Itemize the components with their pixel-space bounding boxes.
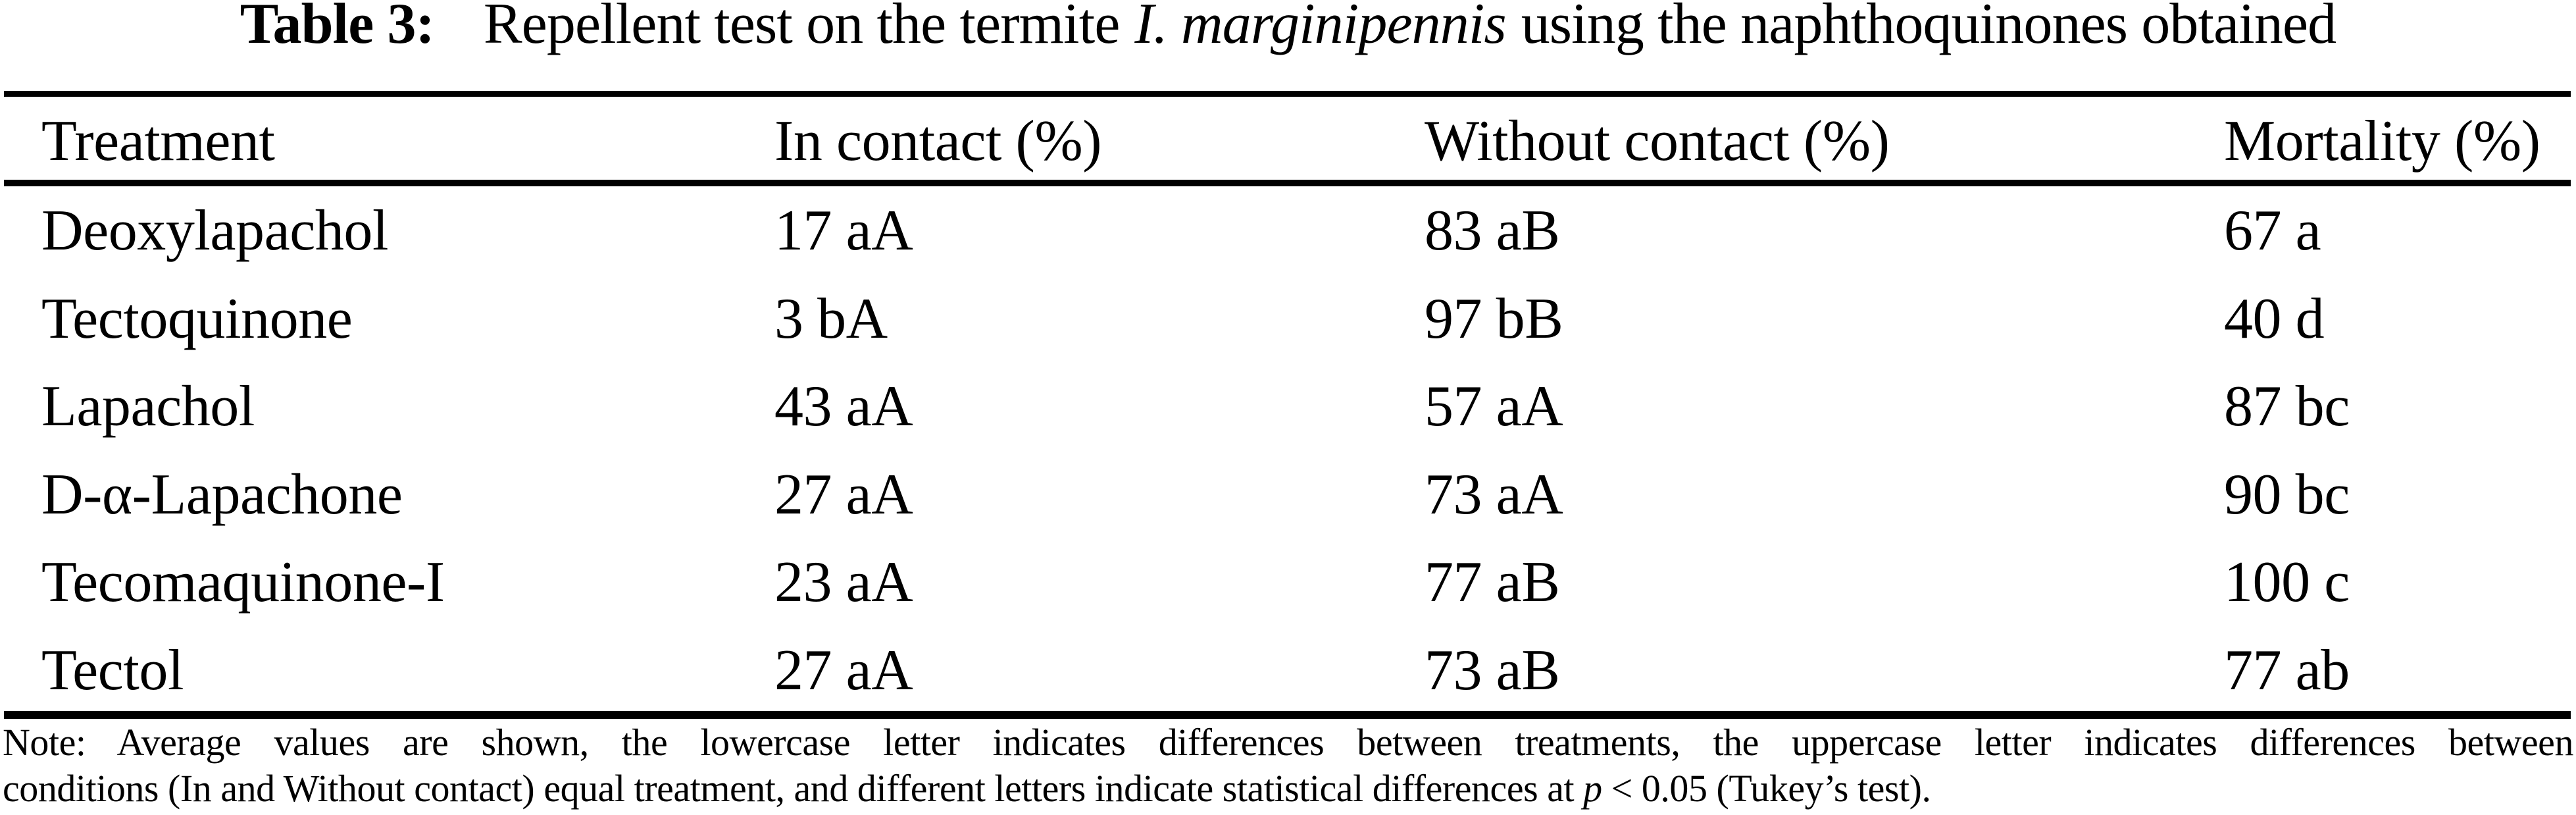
cell-treatment: D-α-Lapachone [41, 462, 403, 527]
cell-without-contact: 83 aB [1425, 199, 1560, 263]
cell-in-contact: 27 aA [774, 462, 913, 527]
table-bottom-rule [4, 711, 2571, 719]
caption-text-before-species: Repellent test on the termite [483, 0, 1121, 56]
cell-mortality: 90 bc [2224, 462, 2350, 527]
cell-mortality: 77 ab [2224, 638, 2350, 702]
note-line-1: Note: Average values are shown, the lowe… [3, 721, 2573, 764]
caption-text-after-species: using the naphthoquinones obtained [1521, 0, 2336, 56]
cell-treatment: Tecomaquinone-I [41, 550, 445, 615]
cell-in-contact: 27 aA [774, 638, 913, 702]
note-line-2-end: < 0.05 (Tukey’s test). [1611, 767, 1931, 810]
cell-mortality: 87 bc [2224, 375, 2350, 439]
caption-label: Table 3: [240, 0, 435, 56]
cell-treatment: Tectol [41, 638, 184, 702]
cell-mortality: 40 d [2224, 286, 2325, 351]
cell-without-contact: 73 aB [1425, 638, 1560, 702]
cell-mortality: 67 a [2224, 199, 2321, 263]
cell-in-contact: 3 bA [774, 286, 888, 351]
caption-species-italic: I. marginipennis [1134, 0, 1506, 56]
table-header-row: Treatment In contact (%) Without contact… [0, 113, 2576, 171]
table-note: Note: Average values are shown, the lowe… [3, 720, 2573, 812]
note-p-symbol: p [1583, 767, 1602, 810]
cell-in-contact: 23 aA [774, 550, 913, 615]
table-caption: Table 3: Repellent test on the termite I. … [0, 0, 2576, 57]
cell-in-contact: 17 aA [774, 199, 913, 263]
table-top-rule [4, 91, 2571, 97]
column-header-mortality: Mortality (%) [2224, 109, 2540, 173]
column-header-treatment: Treatment [41, 109, 275, 173]
cell-mortality: 100 c [2224, 550, 2350, 615]
column-header-without-contact: Without contact (%) [1425, 109, 1890, 173]
cell-in-contact: 43 aA [774, 375, 913, 439]
cell-without-contact: 97 bB [1425, 286, 1563, 351]
note-line-2-text: conditions (In and Without contact) equa… [3, 767, 1575, 810]
cell-treatment: Lapachol [41, 375, 255, 439]
cell-without-contact: 77 aB [1425, 550, 1560, 615]
note-line-2: conditions (In and Without contact) equa… [3, 766, 2573, 812]
table-header-rule [4, 180, 2571, 186]
cell-treatment: Deoxylapachol [41, 199, 388, 263]
cell-without-contact: 73 aA [1425, 462, 1563, 527]
cell-without-contact: 57 aA [1425, 375, 1563, 439]
column-header-in-contact: In contact (%) [774, 109, 1102, 173]
cell-treatment: Tectoquinone [41, 286, 353, 351]
table-body: Deoxylapachol 17 aA 83 aB 67 a Tectoquin… [0, 202, 2576, 730]
